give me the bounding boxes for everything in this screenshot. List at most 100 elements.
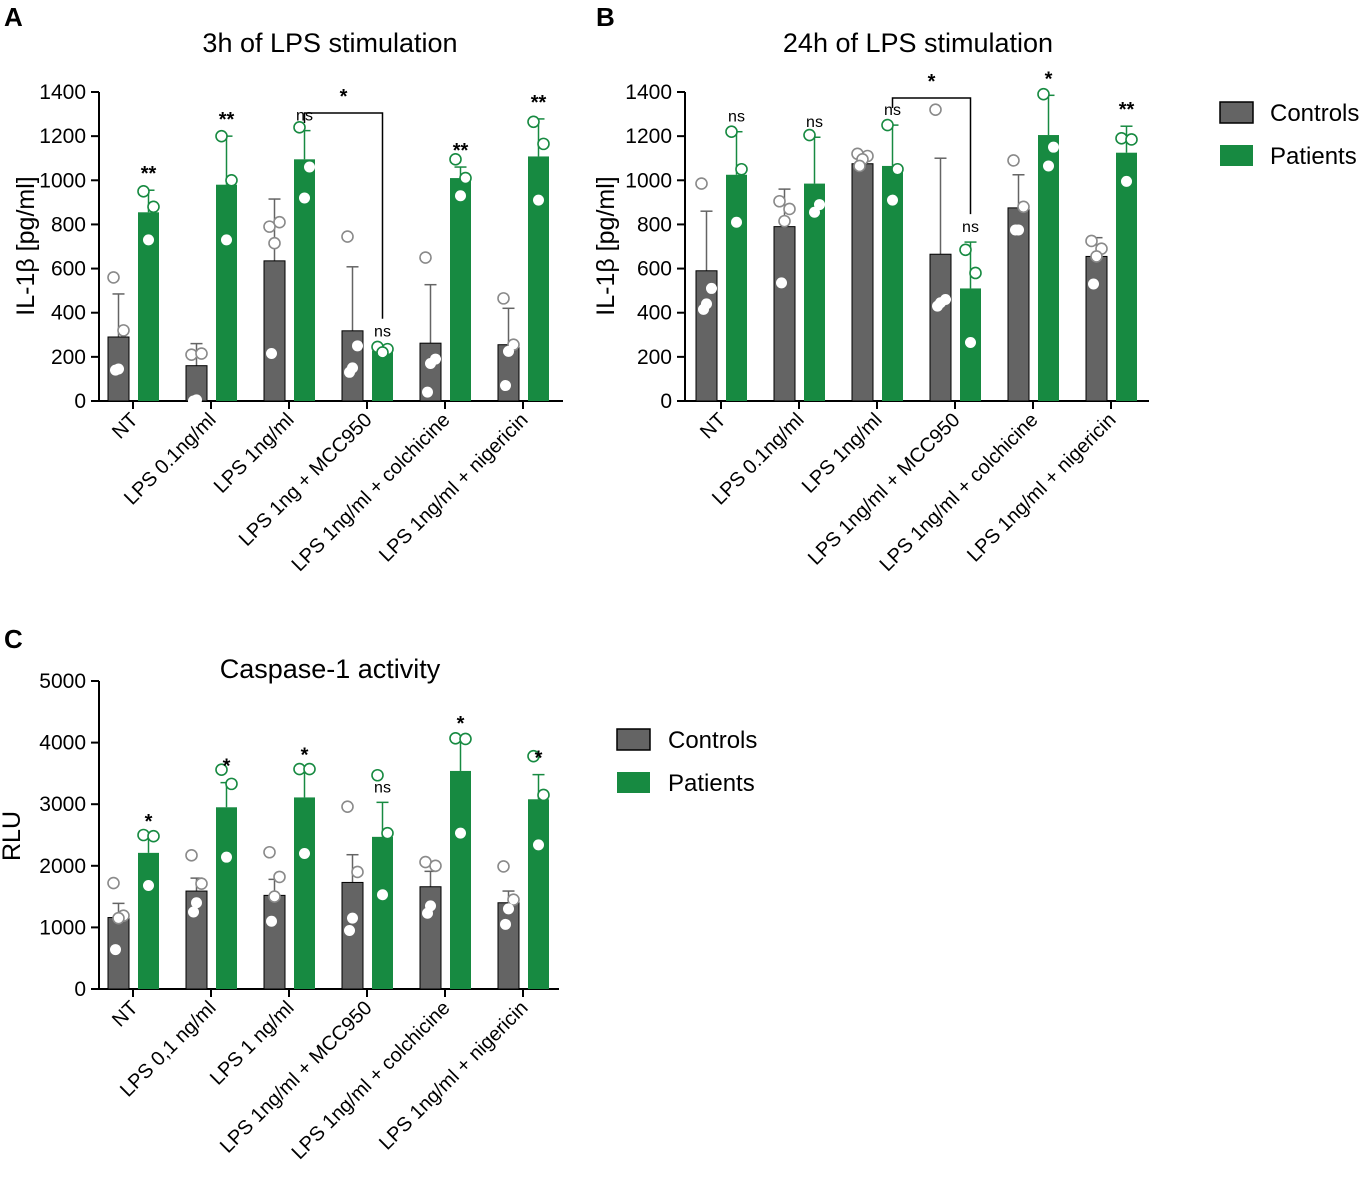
bar-c-controls-3 — [341, 881, 364, 990]
data-point-c — [503, 903, 514, 915]
significance-label-c: ns — [374, 779, 391, 796]
bar-a-patients-5 — [528, 156, 549, 401]
legend-bottom: Controls Patients — [616, 727, 757, 797]
bar-b-patients-4 — [1038, 135, 1059, 401]
data-point-a — [188, 395, 199, 407]
data-point-b — [783, 202, 796, 216]
data-point-c — [422, 907, 433, 919]
data-point-a — [459, 171, 472, 185]
legend-label-controls-2: Controls — [668, 727, 757, 754]
data-point-b — [1007, 154, 1020, 167]
significance-label-c: * — [535, 748, 543, 770]
data-point-b — [698, 303, 709, 315]
data-point-a — [376, 346, 389, 359]
data-point-c — [303, 762, 316, 776]
x-tick-label-a: LPS 1ng + MCC950 — [235, 409, 377, 551]
y-axis-label-a: IL-1β [pg/ml] — [12, 176, 40, 315]
significance-label-a: ** — [531, 92, 547, 114]
x-tick-label-a: LPS 1ng/ml + colchicine — [288, 409, 455, 576]
data-point-b — [803, 128, 816, 142]
legend-label-controls: Controls — [1270, 100, 1359, 127]
bar-c-patients-1 — [216, 807, 237, 989]
data-point-c — [429, 859, 442, 873]
data-point-b — [731, 216, 742, 228]
data-point-b — [1125, 133, 1138, 146]
y-tick-label-b: 0 — [660, 390, 672, 413]
data-point-a — [455, 190, 466, 202]
data-point-a — [110, 364, 121, 376]
significance-label-b: ns — [962, 219, 979, 236]
data-point-b — [1010, 224, 1021, 236]
data-point-c — [341, 800, 354, 813]
data-point-b — [809, 206, 820, 218]
data-point-b — [887, 194, 898, 206]
y-tick-label-a: 1200 — [39, 125, 86, 148]
data-point-c — [347, 912, 358, 924]
legend-label-patients-2: Patients — [668, 770, 755, 797]
y-tick-label-a: 800 — [51, 213, 86, 236]
comparison-bracket-a — [303, 112, 384, 319]
data-point-c — [225, 777, 238, 791]
data-point-c — [185, 849, 198, 862]
data-point-c — [268, 890, 281, 903]
data-point-c — [215, 763, 228, 777]
data-point-b — [773, 194, 786, 208]
y-tick-label-c: 1000 — [39, 916, 86, 939]
panel-a-chart: A 3h of LPS stimulation IL-1β [pg/ml] 0 2… — [4, 2, 563, 576]
data-point-a — [527, 115, 540, 129]
y-tick-label-c: 0 — [74, 978, 86, 1001]
data-point-c — [500, 918, 511, 930]
data-point-a — [225, 173, 238, 187]
y-tick-label-b: 1200 — [625, 125, 672, 148]
data-point-a — [497, 292, 510, 305]
data-point-b — [1037, 87, 1050, 101]
bar-b-patients-1 — [804, 183, 825, 401]
significance-label-a: ns — [374, 324, 391, 341]
data-point-b — [969, 266, 982, 280]
data-point-b — [1088, 278, 1099, 290]
data-point-b — [959, 243, 972, 257]
data-point-b — [1121, 175, 1132, 187]
data-point-c — [455, 827, 466, 839]
x-tick-label-a: LPS 1ng/ml + nigericin — [375, 409, 532, 566]
y-axis-label-b: IL-1β [pg/ml] — [592, 176, 620, 315]
y-tick-label-b: 200 — [637, 346, 672, 369]
significance-label-b: ns — [884, 102, 901, 119]
data-point-c — [344, 924, 355, 936]
significance-label-b: ns — [806, 114, 823, 131]
bar-a-patients-0 — [138, 212, 159, 401]
data-point-b — [695, 177, 708, 190]
data-point-b — [853, 159, 866, 173]
data-point-c — [533, 839, 544, 851]
data-point-b — [1017, 200, 1030, 214]
y-tick-label-b: 1000 — [625, 169, 672, 192]
bar-a-controls-2 — [263, 260, 286, 402]
data-point-c — [537, 788, 550, 802]
data-point-a — [215, 129, 228, 143]
y-tick-label-a: 1400 — [39, 81, 86, 104]
data-point-a — [419, 251, 432, 264]
data-point-c — [263, 845, 276, 859]
panel-c-chart: C Caspase-1 activity RLU 0 1000 2000 3000 40… — [0, 624, 559, 1164]
bar-b-patients-0 — [726, 174, 747, 401]
data-point-c — [381, 826, 394, 840]
bar-b-patients-5 — [1116, 152, 1137, 401]
y-tick-label-c: 5000 — [39, 670, 86, 693]
bar-c-patients-5 — [528, 799, 549, 989]
significance-label-b: ** — [1119, 99, 1135, 121]
data-point-a — [425, 357, 436, 369]
data-point-b — [1090, 250, 1103, 263]
bracket-label-a: * — [340, 86, 348, 108]
x-tick-label-c: LPS 1ng/ml + colchicine — [288, 997, 455, 1164]
data-point-a — [273, 215, 286, 229]
chart-title-a: 3h of LPS stimulation — [202, 28, 457, 58]
data-point-c — [507, 893, 520, 906]
data-point-c — [371, 768, 384, 782]
bar-c-controls-2 — [263, 894, 286, 990]
data-point-a — [503, 345, 514, 357]
data-point-a — [352, 340, 363, 352]
chart-title-c: Caspase-1 activity — [220, 654, 441, 684]
data-point-c — [112, 911, 125, 925]
data-point-b — [1043, 160, 1054, 172]
chart-title-b: 24h of LPS stimulation — [783, 28, 1053, 58]
